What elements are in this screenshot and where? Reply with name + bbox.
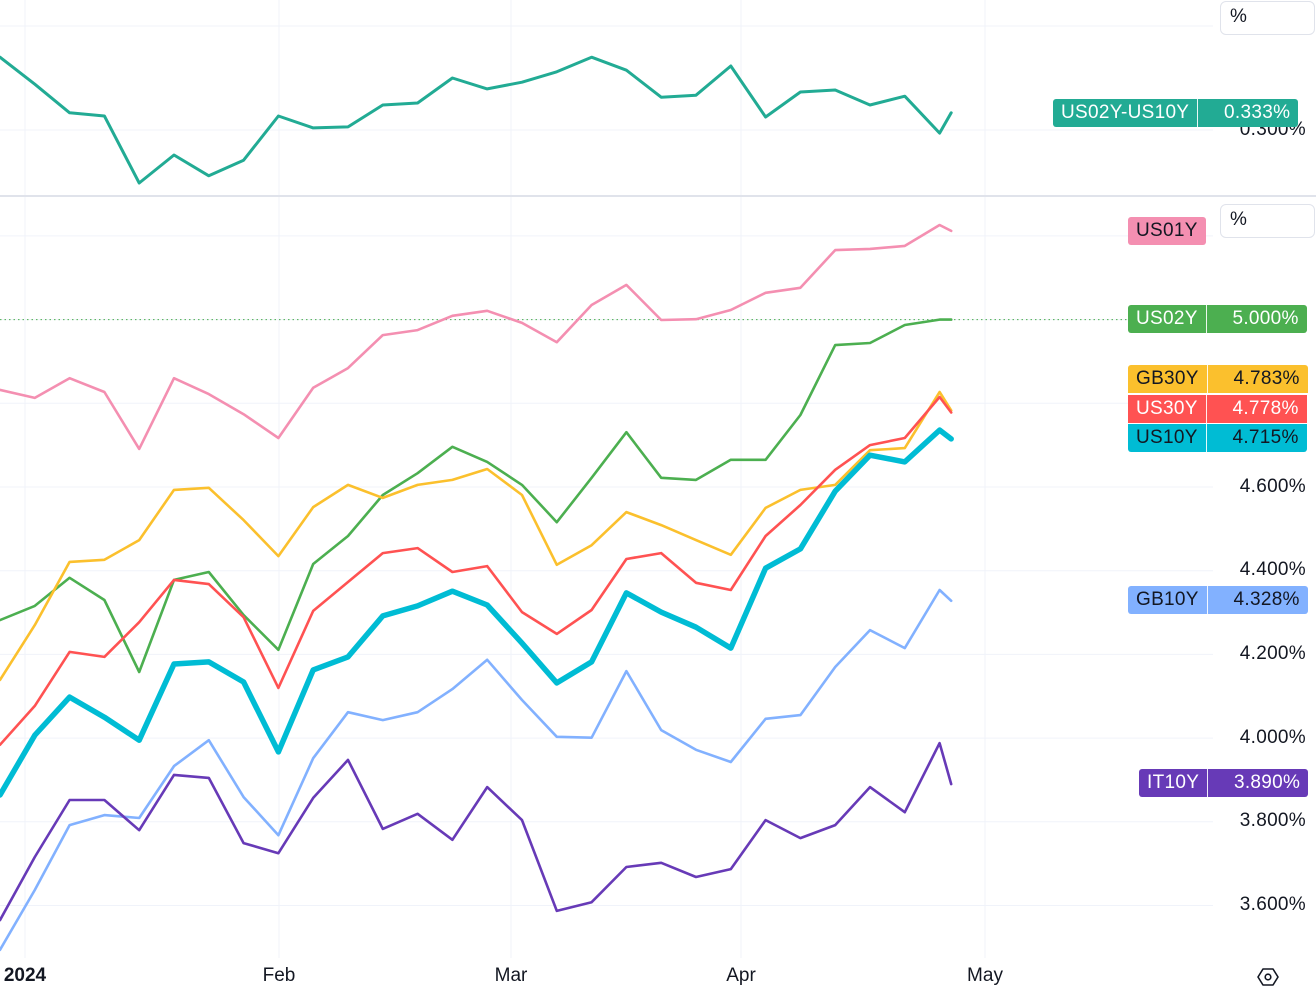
series-last-value: 5.000% bbox=[1232, 308, 1299, 329]
series-name: GB30Y bbox=[1128, 365, 1208, 393]
price-scale-unit-top[interactable]: % bbox=[1220, 1, 1315, 35]
last-value-tag-us10y: US10Y 4.715% bbox=[1128, 424, 1307, 452]
series-line-us02y[interactable] bbox=[0, 318, 953, 674]
settings-icon[interactable] bbox=[1256, 965, 1280, 989]
y-tick: 4.000% bbox=[1239, 727, 1306, 748]
series-line-gb30y[interactable] bbox=[0, 390, 953, 682]
last-value-tag-us02y-us10y: US02Y-US10Y 0.333% bbox=[1053, 99, 1299, 127]
x-tick-feb: Feb bbox=[262, 965, 296, 986]
series-last-value: 4.783% bbox=[1233, 368, 1300, 389]
series-name: US02Y-US10Y bbox=[1053, 99, 1199, 127]
last-value-tag-gb10y: GB10Y 4.328% bbox=[1128, 586, 1308, 614]
x-tick-mar: Mar bbox=[494, 965, 528, 986]
series-line-us02y-us10y[interactable] bbox=[0, 55, 953, 185]
yields-pane bbox=[0, 223, 1128, 952]
series-name: US01Y bbox=[1136, 220, 1198, 241]
series-last-value: 4.715% bbox=[1232, 427, 1299, 448]
series-last-value: 0.333% bbox=[1224, 102, 1291, 123]
series-name: GB10Y bbox=[1128, 586, 1208, 614]
x-tick-may: May bbox=[967, 965, 1003, 986]
series-last-value: 3.890% bbox=[1233, 772, 1301, 793]
series-line-it10y[interactable] bbox=[0, 741, 953, 922]
last-value-tag-gb30y: GB30Y 4.783% bbox=[1128, 365, 1308, 393]
last-value-tag-us02y: US02Y 5.000% bbox=[1128, 305, 1307, 333]
x-tick-2024: 2024 bbox=[3, 965, 47, 986]
series-name: US10Y bbox=[1128, 424, 1207, 452]
price-scale-unit-main[interactable]: % bbox=[1220, 204, 1315, 238]
series-name: US30Y bbox=[1128, 395, 1207, 423]
y-tick: 4.200% bbox=[1239, 643, 1306, 664]
grid bbox=[0, 0, 1213, 958]
x-tick-apr: Apr bbox=[726, 965, 756, 986]
series-name: US02Y bbox=[1128, 305, 1207, 333]
series-line-us10y[interactable] bbox=[0, 427, 954, 798]
series-line-us01y[interactable] bbox=[0, 223, 953, 451]
series-line-gb10y[interactable] bbox=[0, 588, 953, 952]
y-tick: 4.600% bbox=[1239, 476, 1306, 497]
last-value-tag-us30y: US30Y 4.778% bbox=[1128, 395, 1307, 423]
series-last-value: 4.328% bbox=[1233, 589, 1300, 610]
y-tick: 3.800% bbox=[1239, 810, 1306, 831]
series-line-us30y[interactable] bbox=[0, 395, 953, 747]
series-name: IT10Y bbox=[1139, 769, 1209, 797]
series-last-value: 4.778% bbox=[1232, 398, 1299, 419]
last-value-tag-us01y: US01Y bbox=[1128, 217, 1206, 245]
y-tick: 3.600% bbox=[1239, 894, 1306, 915]
y-tick: 4.400% bbox=[1239, 559, 1306, 580]
spread-pane bbox=[0, 55, 953, 185]
last-value-tag-it10y: IT10Y 3.890% bbox=[1139, 769, 1309, 797]
